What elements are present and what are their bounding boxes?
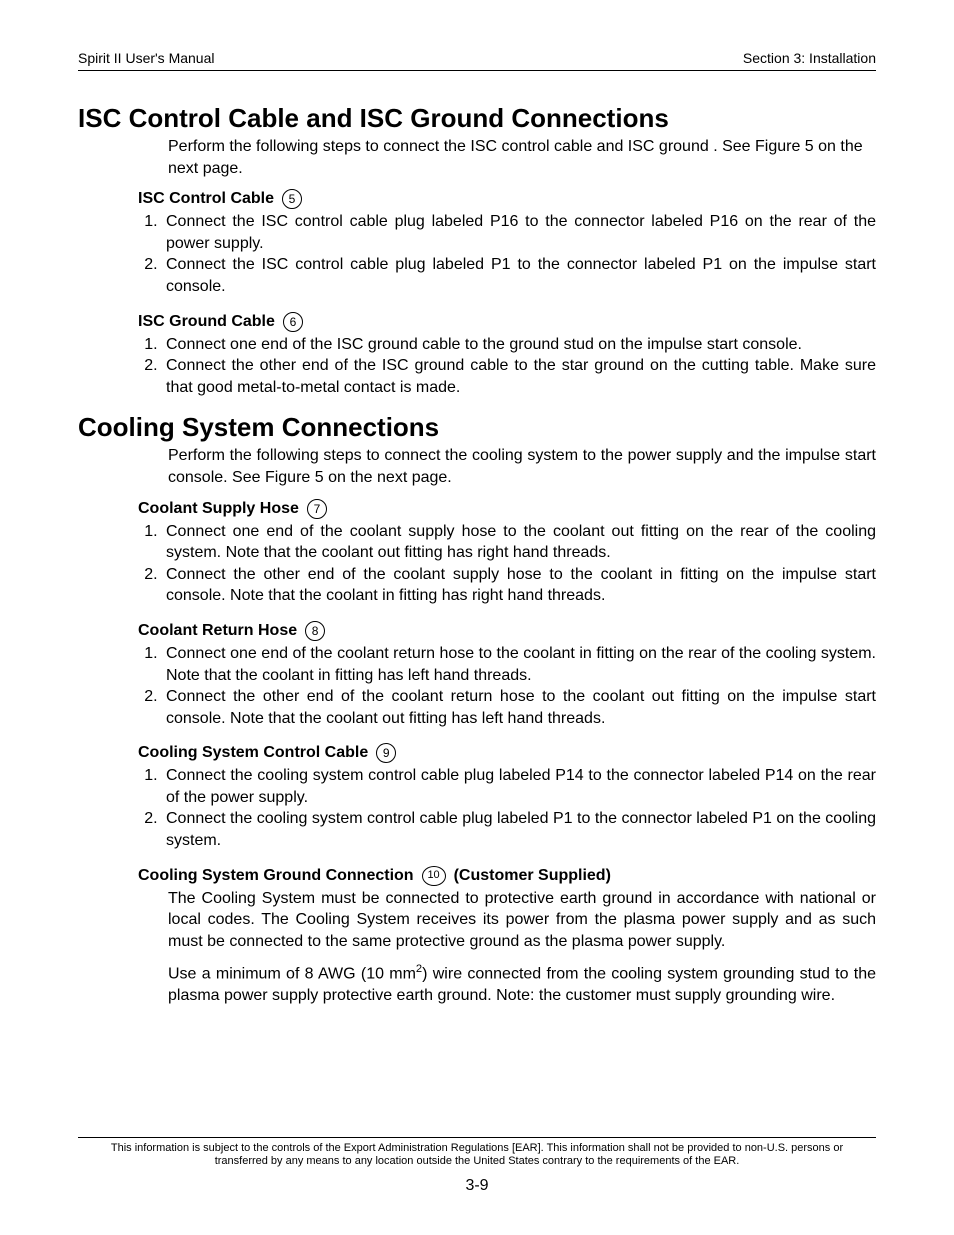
- circled-number-icon: 8: [305, 621, 325, 641]
- sub-heading-text: Cooling System Control Cable: [138, 744, 368, 762]
- circled-number-icon: 6: [283, 312, 303, 332]
- subsection-coolant-return-hose: Coolant Return Hose 8 Connect one end of…: [138, 621, 876, 729]
- document-page: Spirit II User's Manual Section 3: Insta…: [0, 0, 954, 1235]
- circled-number-icon: 9: [376, 743, 396, 763]
- sub-heading: ISC Control Cable 5: [138, 189, 876, 209]
- para-text: Use a minimum of 8 AWG (10 mm: [168, 966, 416, 983]
- step-item: Connect the other end of the coolant sup…: [162, 564, 876, 607]
- step-item: Connect one end of the ISC ground cable …: [162, 334, 876, 356]
- sub-heading-text: ISC Control Cable: [138, 190, 274, 208]
- step-list: Connect one end of the ISC ground cable …: [138, 334, 876, 399]
- body-paragraph: The Cooling System must be connected to …: [168, 888, 876, 953]
- circled-number-icon: 5: [282, 189, 302, 209]
- header-right: Section 3: Installation: [743, 50, 876, 66]
- subsection-isc-ground-cable: ISC Ground Cable 6 Connect one end of th…: [138, 312, 876, 399]
- subsection-isc-control-cable: ISC Control Cable 5 Connect the ISC cont…: [138, 189, 876, 297]
- sub-heading: Cooling System Control Cable 9: [138, 743, 876, 763]
- section1-intro: Perform the following steps to connect t…: [168, 136, 876, 179]
- sub-heading: Coolant Supply Hose 7: [138, 499, 876, 519]
- step-item: Connect the ISC control cable plug label…: [162, 254, 876, 297]
- step-item: Connect one end of the coolant supply ho…: [162, 521, 876, 564]
- step-item: Connect the other end of the coolant ret…: [162, 686, 876, 729]
- step-item: Connect the ISC control cable plug label…: [162, 211, 876, 254]
- step-list: Connect the ISC control cable plug label…: [138, 211, 876, 297]
- sub-heading: Coolant Return Hose 8: [138, 621, 876, 641]
- step-list: Connect one end of the coolant return ho…: [138, 643, 876, 729]
- sub-heading-text-pre: Cooling System Ground Connection: [138, 867, 414, 885]
- page-number: 3-9: [78, 1177, 876, 1195]
- subsection-coolant-supply-hose: Coolant Supply Hose 7 Connect one end of…: [138, 499, 876, 607]
- sub-heading-text: ISC Ground Cable: [138, 313, 275, 331]
- step-list: Connect the cooling system control cable…: [138, 765, 876, 851]
- subsection-cooling-ground: Cooling System Ground Connection 10 (Cus…: [138, 866, 876, 1007]
- circled-number-icon: 7: [307, 499, 327, 519]
- body-paragraph: Use a minimum of 8 AWG (10 mm2) wire con…: [168, 962, 876, 1007]
- step-list: Connect one end of the coolant supply ho…: [138, 521, 876, 607]
- step-item: Connect the cooling system control cable…: [162, 808, 876, 851]
- page-header: Spirit II User's Manual Section 3: Insta…: [78, 50, 876, 71]
- step-item: Connect the other end of the ISC ground …: [162, 355, 876, 398]
- sub-heading-text: Coolant Supply Hose: [138, 500, 299, 518]
- subsection-cooling-control-cable: Cooling System Control Cable 9 Connect t…: [138, 743, 876, 851]
- step-item: Connect the cooling system control cable…: [162, 765, 876, 808]
- section-heading-cooling: Cooling System Connections: [78, 412, 876, 443]
- page-footer: This information is subject to the contr…: [78, 1137, 876, 1196]
- header-left: Spirit II User's Manual: [78, 50, 215, 66]
- section2-intro: Perform the following steps to connect t…: [168, 445, 876, 488]
- sub-heading-text: Coolant Return Hose: [138, 622, 297, 640]
- section-heading-isc: ISC Control Cable and ISC Ground Connect…: [78, 103, 876, 134]
- sub-heading-text-post: (Customer Supplied): [454, 867, 611, 885]
- sub-heading: ISC Ground Cable 6: [138, 312, 876, 332]
- footer-disclaimer: This information is subject to the contr…: [88, 1142, 866, 1170]
- circled-number-icon: 10: [422, 866, 446, 886]
- step-item: Connect one end of the coolant return ho…: [162, 643, 876, 686]
- sub-heading: Cooling System Ground Connection 10 (Cus…: [138, 866, 876, 886]
